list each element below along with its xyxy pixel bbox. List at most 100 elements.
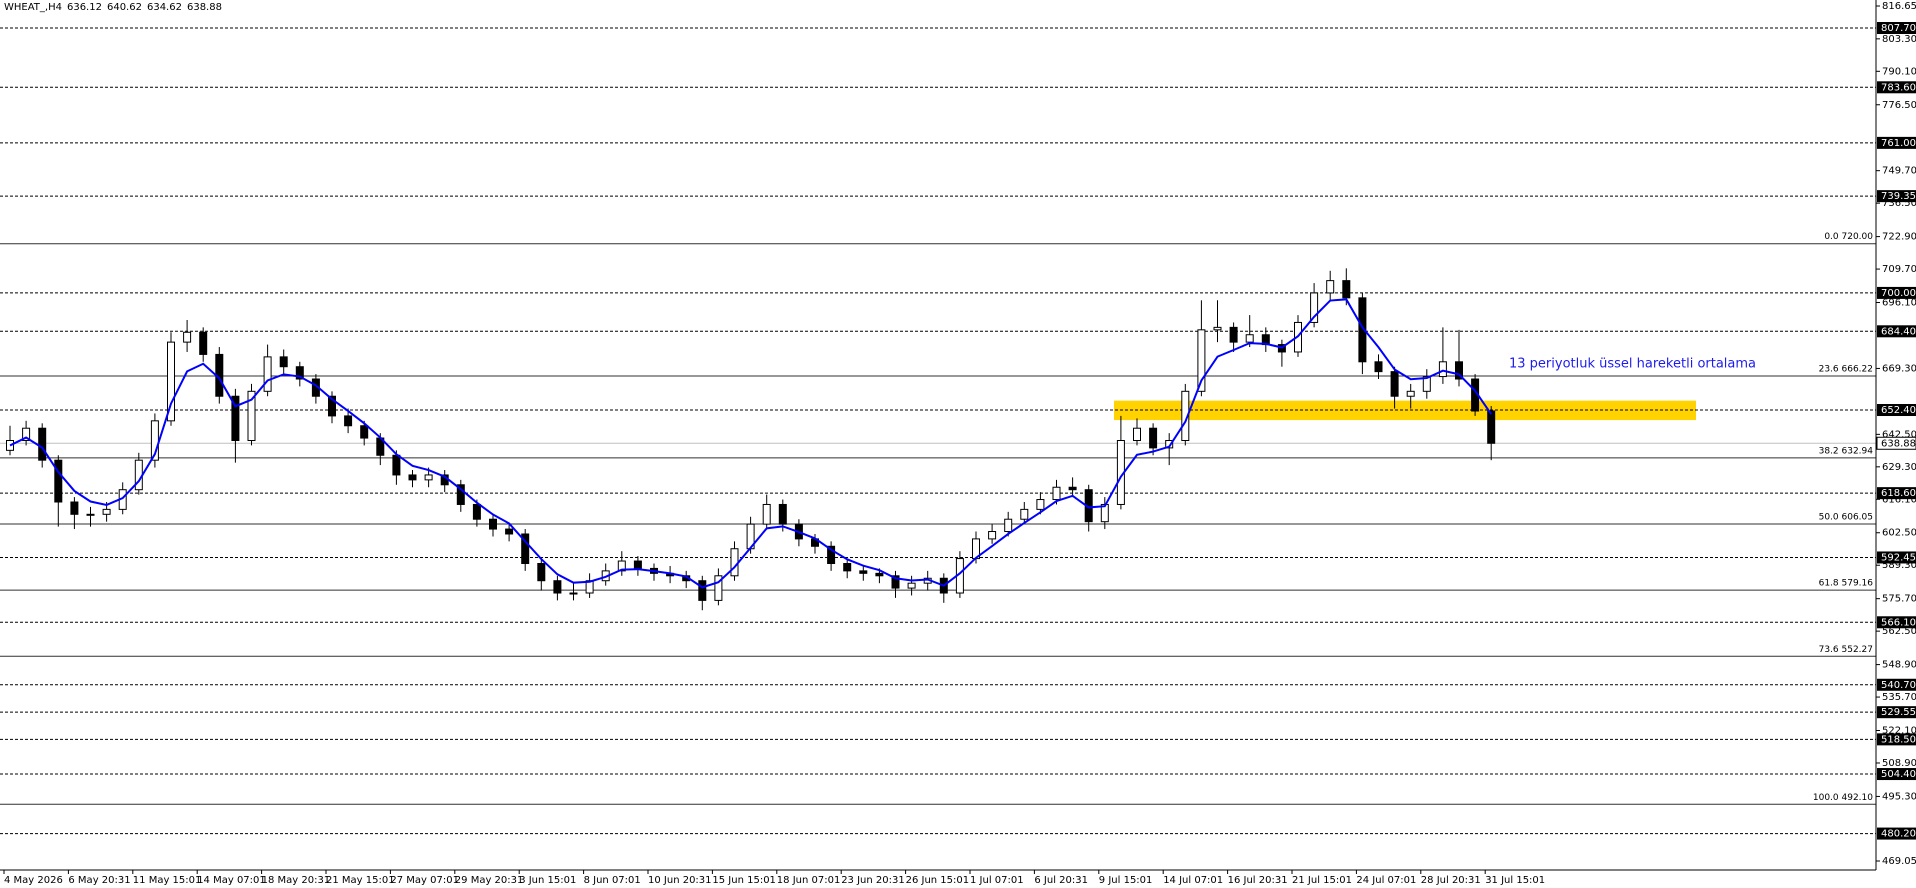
y-tick-label: 642.50 <box>1882 429 1916 440</box>
candle-body <box>1406 390 1415 397</box>
x-tick-label: 8 Jun 07:01 <box>584 875 641 886</box>
candle-body <box>1165 440 1174 449</box>
fib-label: 61.8 579.16 <box>1819 579 1874 589</box>
level-label: 684.40 <box>1881 326 1916 337</box>
y-tick-label: 495.30 <box>1882 791 1916 802</box>
x-tick-label: 27 May 07:01 <box>390 875 459 886</box>
y-tick-label: 669.30 <box>1882 363 1916 374</box>
ema-line <box>9 298 1493 589</box>
candle-body <box>1133 427 1141 442</box>
candle-body <box>1326 280 1335 294</box>
candle-body <box>231 395 240 442</box>
candle-body <box>988 531 997 540</box>
fib-label: 73.6 552.27 <box>1819 645 1873 655</box>
candle-body <box>1455 361 1463 380</box>
candle-body <box>1245 334 1254 343</box>
y-tick-label: 709.70 <box>1882 264 1916 275</box>
candle-body <box>730 548 739 577</box>
x-tick-label: 23 Jun 20:31 <box>841 875 905 886</box>
x-tick-label: 9 Jul 15:01 <box>1099 875 1153 886</box>
level-box <box>1877 404 1916 417</box>
x-tick-label: 18 Jun 07:01 <box>777 875 841 886</box>
chart-header: WHEAT_,H4 636.12 640.62 634.62 638.88 <box>4 2 222 13</box>
candle-body <box>1197 329 1206 392</box>
y-tick-label: 629.30 <box>1882 462 1916 473</box>
symbol: WHEAT_,H4 <box>4 2 62 13</box>
candle-body <box>714 575 723 601</box>
y-tick-label: 508.90 <box>1882 758 1916 769</box>
candle-body <box>698 580 707 601</box>
x-tick-label: 10 Jun 20:31 <box>648 875 712 886</box>
candle-body <box>537 562 546 582</box>
y-tick-label: 589.30 <box>1882 560 1916 571</box>
x-tick-label: 1 Jul 07:01 <box>970 875 1024 886</box>
level-box <box>1877 827 1916 840</box>
y-tick-label: 722.90 <box>1882 232 1916 243</box>
candle-body <box>1487 410 1496 444</box>
candle-body <box>424 474 433 481</box>
y-tick-label: 790.10 <box>1882 66 1916 77</box>
level-box <box>1877 22 1916 35</box>
candle-body <box>263 356 272 392</box>
fib-label: 50.0 606.05 <box>1819 513 1873 523</box>
candle-body <box>843 562 852 572</box>
level-label: 529.55 <box>1881 707 1916 718</box>
candle-body <box>70 501 79 515</box>
candle-body <box>392 454 401 476</box>
level-box <box>1877 706 1916 719</box>
level-box <box>1877 733 1916 746</box>
level-box <box>1877 487 1916 500</box>
x-tick-label: 14 Jul 07:01 <box>1163 875 1223 886</box>
level-label: 480.20 <box>1881 829 1916 840</box>
annotation: 13 periyotluk üssel hareketli ortalama <box>1509 357 1756 372</box>
x-tick-label: 29 May 20:31 <box>455 875 524 886</box>
candle-body <box>1181 390 1190 442</box>
candle-body <box>1052 486 1061 501</box>
level-label: 592.45 <box>1881 552 1916 563</box>
under-layer <box>0 27 1876 835</box>
x-tick-label: 3 Jun 15:01 <box>519 875 576 886</box>
candle-body <box>505 528 514 535</box>
candle-body <box>1358 297 1367 363</box>
fib-label: 0.0 720.00 <box>1824 232 1873 242</box>
candle-body <box>1036 499 1045 510</box>
price-box <box>1876 436 1916 450</box>
y-tick-label: 803.30 <box>1882 34 1916 45</box>
level-label: 783.60 <box>1881 82 1916 93</box>
x-tick-label: 21 Jul 15:01 <box>1292 875 1352 886</box>
header-open: 636.12 <box>66 2 102 13</box>
y-tick-label: 776.50 <box>1882 100 1916 111</box>
candle-body <box>827 545 836 564</box>
y-tick-label: 602.50 <box>1882 528 1916 539</box>
y-tick-label: 736.50 <box>1882 198 1916 209</box>
level-label: 540.70 <box>1881 680 1916 691</box>
level-box <box>1877 136 1916 149</box>
level-label: 618.60 <box>1881 488 1916 499</box>
candle-body <box>1438 361 1447 378</box>
y-tick-label: 522.10 <box>1882 726 1916 737</box>
candle-body <box>328 395 336 417</box>
level-box <box>1877 678 1916 691</box>
level-box <box>1877 81 1916 94</box>
candle-body <box>167 341 175 422</box>
candle-body <box>199 331 208 355</box>
candle-body <box>1020 508 1029 520</box>
candle-body <box>521 533 530 564</box>
level-box <box>1877 286 1916 299</box>
candle-body <box>1342 280 1351 299</box>
x-tick-label: 14 May 07:01 <box>197 875 266 886</box>
price-label: 638.88 <box>1881 438 1916 449</box>
candle-body <box>22 427 31 442</box>
y-tick-label: 469.05 <box>1882 856 1916 867</box>
x-tick-label: 15 Jun 15:01 <box>712 875 776 886</box>
y-tick-label: 816.65 <box>1882 1 1916 12</box>
candle-body <box>38 427 47 461</box>
x-tick-label: 21 May 15:01 <box>326 875 395 886</box>
candle-body <box>553 580 562 594</box>
y-tick-label: 548.90 <box>1882 660 1916 671</box>
candle-body <box>1213 326 1222 331</box>
candle-body <box>1422 376 1431 392</box>
candle-body <box>247 390 256 442</box>
